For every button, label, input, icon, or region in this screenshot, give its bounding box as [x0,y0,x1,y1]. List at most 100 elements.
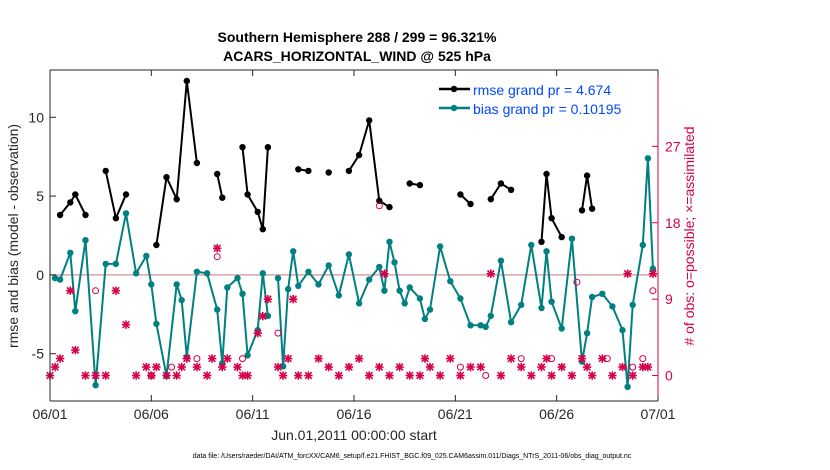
obs-assimilated-marker [618,362,627,372]
obs-possible-marker [92,287,100,295]
bias-point [102,260,109,268]
x-axis-label: Jun.01,2011 00:00:00 start [271,427,437,443]
bias-point [143,252,150,260]
obs-assimilated-marker [50,362,60,372]
bias-point [391,259,398,266]
rmse-point [558,233,565,241]
obs-assimilated-marker [283,354,293,363]
obs-assimilated-marker [81,371,90,380]
obs-assimilated-marker [344,362,354,372]
obs-possible-marker [456,363,464,371]
obs-assimilated-marker [334,371,343,380]
rmse-point [366,117,373,124]
obs-assimilated-marker [304,371,313,380]
legend-rmse-marker [450,85,458,93]
bias-point [122,210,130,217]
bias-point [173,281,180,288]
bias-point [67,249,74,256]
obs-assimilated-marker [542,354,551,363]
obs-assimilated-marker [162,371,171,380]
rmse-point [507,186,515,193]
obs-possible-marker [193,355,201,363]
bias-point [193,268,201,275]
obs-assimilated-marker [582,362,592,372]
bias-point [518,301,525,309]
obs-assimilated-marker [233,362,242,372]
legend-box [432,77,654,119]
bias-point [112,260,120,268]
rmse-point [239,144,246,151]
bias-segment [54,213,269,386]
obs-assimilated-marker [278,371,288,380]
bias-point [153,320,160,327]
rmse-point [259,226,266,233]
bias-point [482,323,489,331]
obs-assimilated-marker [456,371,465,380]
bias-point [279,363,287,370]
y-axis-label: rmse and bias (model - observation) [5,124,21,348]
obs-assimilated-marker [385,371,394,380]
bias-point [538,304,545,312]
rmse-point [102,167,109,175]
obs-possible-marker [274,329,282,337]
x-tick-label: 06/21 [438,406,473,422]
bias-point [224,284,231,291]
obs-assimilated-marker [517,362,526,372]
obs-assimilated-marker [258,311,267,321]
bias-point [528,241,535,249]
bias-point [366,276,373,283]
rmse-point [295,166,302,173]
bias-point [203,270,211,277]
obs-assimilated-marker [218,362,227,372]
bias-point [421,315,429,323]
y2-tick-label: 9 [665,291,673,307]
bias-point [558,325,565,332]
y-tick-label: 10 [28,109,44,125]
rmse-point [305,167,312,175]
obs-assimilated-marker [420,354,430,363]
bias-point [264,312,272,320]
bias-point [274,274,282,282]
obs-assimilated-marker [506,354,516,363]
obs-possible-marker [213,253,221,261]
bias-point [477,322,484,329]
obs-assimilated-marker [207,354,217,363]
bias-point [426,306,434,313]
rmse-point [578,207,586,214]
obs-assimilated-marker [587,371,597,380]
obs-possible-marker [629,363,637,371]
rmse-point [588,205,596,212]
bias-series [51,155,657,390]
obs-assimilated-marker [395,362,404,372]
obs-possible-marker [517,355,525,363]
obs-assimilated-marker [557,362,566,372]
obs-assimilated-marker [648,269,658,278]
bias-point [619,326,626,334]
bias-point [148,281,155,288]
bias-point [335,292,342,299]
obs-possible-marker [573,278,581,286]
obs-assimilated-marker [253,328,262,338]
bias-point [355,300,363,307]
rmse-point [538,238,545,245]
rmse-point [583,172,591,179]
obs-assimilated-marker [152,362,161,372]
rmse-point [325,169,332,176]
bias-point [234,274,241,282]
rmse-point [467,200,474,208]
bias-point [305,268,312,275]
bias-point [497,257,505,264]
bias-point [406,284,413,291]
rmse-point [112,215,120,222]
bias-point [290,248,297,255]
bias-point [82,237,89,244]
obs-assimilated-marker [223,354,232,363]
obs-assimilated-marker [142,362,151,372]
obs-assimilated-marker [324,362,333,372]
rmse-point [219,194,226,201]
rmse-point [457,191,464,198]
bias-point [284,285,292,293]
obs-assimilated-marker [405,371,414,380]
bias-point [568,235,576,242]
obs-possible-marker [482,372,490,379]
